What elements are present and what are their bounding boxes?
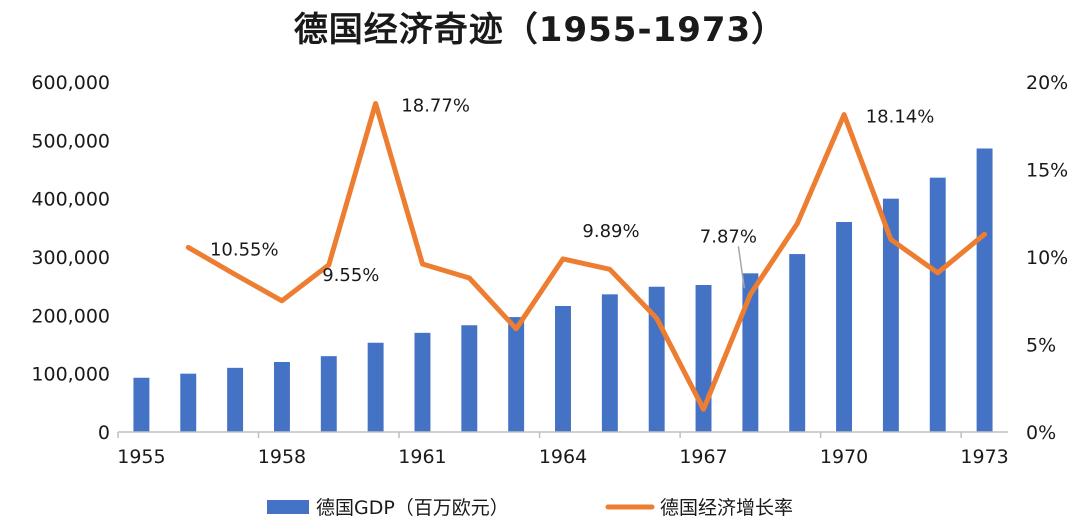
left-tick-label: 100,000 [31, 364, 110, 386]
gdp-bar-1964 [555, 306, 571, 432]
data-label: 9.55% [322, 265, 379, 286]
data-label: 18.77% [401, 96, 470, 117]
data-label: 9.89% [582, 221, 639, 242]
left-tick-label: 200,000 [31, 305, 110, 327]
growth-rate-line [185, 101, 988, 412]
left-tick-label: 400,000 [31, 189, 110, 211]
left-tick-label: 500,000 [31, 130, 110, 152]
gdp-bar-1969 [789, 254, 806, 432]
left-tick-label: 300,000 [31, 247, 110, 269]
gdp-bar-1959 [320, 356, 337, 432]
data-label: 7.87% [700, 226, 757, 247]
left-tick-label: 0 [98, 422, 110, 444]
gdp-bar-1965 [601, 294, 618, 432]
gdp-bar-1957 [227, 367, 244, 432]
gdp-bar-1973 [976, 148, 993, 432]
gdp-bar-1956 [180, 373, 197, 432]
right-axis-tick-labels: 0% 5% 10% 15% 20% [1026, 72, 1068, 444]
gdp-bar-1972 [929, 177, 946, 432]
x-tick-label-1961: 1961 [398, 446, 446, 468]
data-label-leader-line [737, 246, 746, 289]
gdp-bar-1966 [648, 286, 665, 432]
right-tick-label: 5% [1026, 335, 1056, 357]
legend-label-growth: 德国经济增长率 [660, 497, 793, 519]
data-label: 18.14% [866, 107, 935, 128]
right-tick-label: 15% [1026, 160, 1068, 182]
gdp-bar-1963 [508, 317, 525, 432]
x-axis-ticks: 1955 1958 1961 1964 1967 1970 1973 [117, 432, 1009, 468]
gdp-bar-1968 [742, 273, 759, 432]
gdp-bar-1958 [273, 362, 290, 432]
data-labels: 10.55% 18.77% 9.55% 9.89% 7.87% 18.14% [210, 96, 934, 289]
legend-swatch-gdp [267, 500, 309, 514]
x-tick-label-1970: 1970 [820, 446, 868, 468]
right-tick-label: 20% [1026, 72, 1068, 94]
right-tick-label: 10% [1026, 247, 1068, 269]
gdp-bar-1962 [461, 325, 478, 432]
x-tick-label-1973: 1973 [960, 446, 1008, 468]
left-tick-label: 600,000 [31, 72, 110, 94]
x-tick-label-1958: 1958 [258, 446, 306, 468]
gdp-bar-1961 [414, 332, 431, 432]
gdp-bar-1955 [133, 377, 150, 432]
gdp-bar-1970 [836, 222, 853, 432]
gdp-bar-1971 [882, 198, 899, 432]
x-tick-label-1955: 1955 [117, 446, 165, 468]
left-axis-tick-labels: 0 100,000 200,000 300,000 400,000 500,000 600,… [31, 72, 110, 444]
x-tick-label-1967: 1967 [679, 446, 727, 468]
legend: 德国GDP（百万欧元） 德国经济增长率 [267, 497, 793, 519]
x-tick-label-1964: 1964 [539, 446, 587, 468]
right-tick-label: 0% [1026, 422, 1056, 444]
legend-label-gdp: 德国GDP（百万欧元） [316, 497, 509, 519]
gdp-bar-1960 [367, 342, 384, 432]
data-label: 10.55% [210, 239, 279, 260]
chart-title: 德国经济奇迹（1955-1973） [293, 10, 787, 50]
